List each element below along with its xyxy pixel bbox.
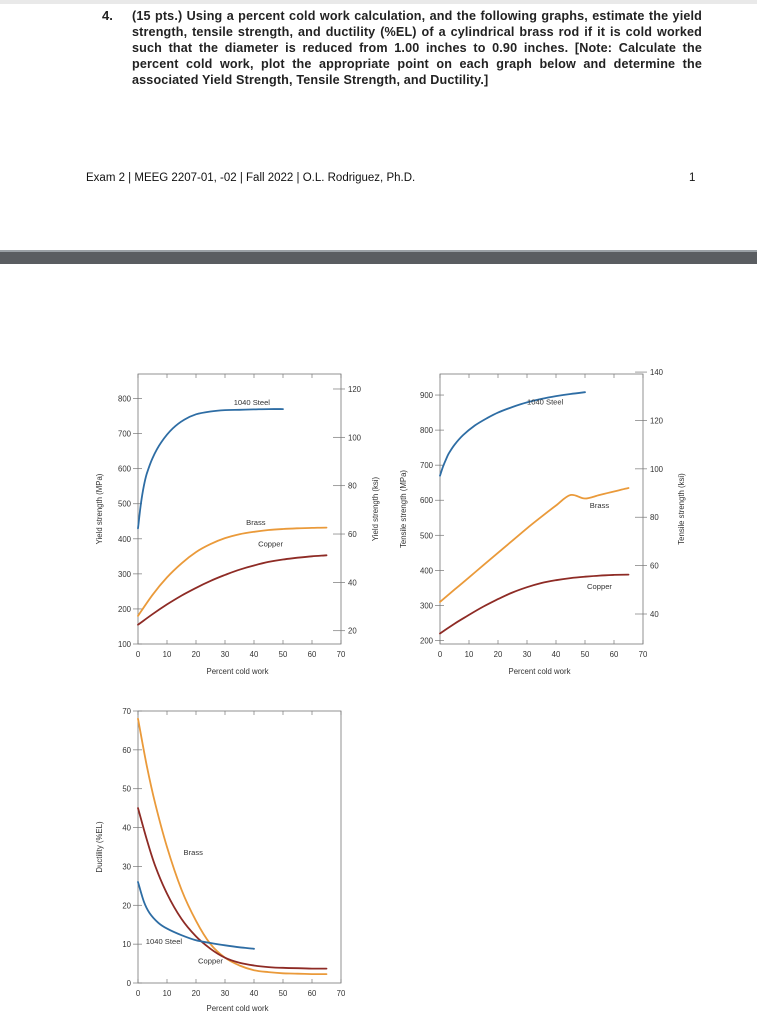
brass-curve (439, 487, 630, 603)
y-tick-label: 200 (118, 605, 132, 614)
y2-tick-label: 100 (650, 465, 664, 474)
x-tick-label: 60 (610, 650, 619, 659)
1040-steel-curve (137, 881, 255, 950)
x-tick-label: 70 (337, 650, 346, 659)
x-tick-label: 20 (192, 989, 201, 998)
y2-tick-label: 80 (348, 482, 357, 491)
y2-tick-label: 40 (348, 578, 357, 587)
y-tick-label: 60 (122, 746, 131, 755)
brass-curve (137, 717, 328, 975)
x-tick-label: 50 (279, 989, 288, 998)
y-axis-label: Tensile strength (MPa) (399, 470, 408, 548)
x-tick-label: 0 (438, 650, 443, 659)
x-tick-label: 50 (581, 650, 590, 659)
y2-tick-label: 120 (348, 385, 362, 394)
y-tick-label: 200 (420, 636, 434, 645)
page-number: 1 (689, 172, 696, 184)
plot-frame (137, 710, 342, 984)
x-tick-label: 30 (523, 650, 532, 659)
x-tick-label: 70 (337, 989, 346, 998)
page-divider-highlight (0, 250, 757, 252)
x-tick-label: 10 (163, 650, 172, 659)
y-tick-label: 20 (122, 901, 131, 910)
x-tick-label: 40 (250, 989, 259, 998)
plot-frame (439, 373, 644, 645)
x-tick-label: 40 (250, 650, 259, 659)
y-tick-label: 10 (122, 940, 131, 949)
y2-tick-label: 80 (650, 513, 659, 522)
ductility-chart: 0 10 20 30 40 50 60 70 0 10 20 30 40 50 60 70 Percent co… (95, 707, 346, 1013)
y-tick-label: 600 (118, 465, 132, 474)
x-tick-label: 50 (279, 650, 288, 659)
x-tick-label: 0 (136, 650, 141, 659)
1040-steel-curve (439, 391, 586, 477)
1040-steel-curve (137, 408, 284, 530)
y-tick-label: 700 (118, 430, 132, 439)
y-tick-label: 0 (127, 979, 132, 988)
x-axis-label: Percent cold work (509, 667, 571, 676)
brass-label: Brass (184, 848, 204, 857)
x-tick-label: 70 (639, 650, 648, 659)
1040-steel-label: 1040 Steel (234, 398, 271, 407)
1040-steel-label: 1040 Steel (146, 937, 183, 946)
copper-label: Copper (258, 539, 283, 548)
1040-steel-label: 1040 Steel (527, 398, 564, 407)
yield-strength-chart: 0 10 20 30 40 50 60 70 100 200 300 400 500 600 700 800 2… (95, 373, 380, 676)
x-tick-label: 20 (192, 650, 201, 659)
page-divider (0, 252, 757, 264)
question-number: 4. (102, 8, 113, 23)
y-axis-label: Ductility (%EL) (95, 821, 104, 873)
y-tick-label: 800 (118, 395, 132, 404)
y2-tick-label: 60 (348, 530, 357, 539)
x-tick-label: 30 (221, 650, 230, 659)
brass-label: Brass (590, 501, 610, 510)
y-tick-label: 600 (420, 496, 434, 505)
top-rule (0, 0, 757, 4)
y2-tick-label: 60 (650, 562, 659, 571)
y-tick-label: 900 (420, 391, 434, 400)
question-text: (15 pts.) Using a percent cold work calc… (132, 9, 702, 87)
exam-footer: Exam 2 | MEEG 2207-01, -02 | Fall 2022 |… (86, 172, 416, 184)
y-tick-label: 100 (118, 640, 132, 649)
y-tick-label: 50 (122, 785, 131, 794)
x-tick-label: 60 (308, 989, 317, 998)
x-tick-label: 30 (221, 989, 230, 998)
x-tick-label: 0 (136, 989, 141, 998)
y-tick-label: 400 (420, 566, 434, 575)
x-tick-label: 40 (552, 650, 561, 659)
y-tick-label: 70 (122, 707, 131, 716)
y-axis-label: Yield strength (MPa) (95, 473, 104, 544)
x-tick-label: 60 (308, 650, 317, 659)
y2-tick-label: 120 (650, 416, 664, 425)
x-tick-label: 20 (494, 650, 503, 659)
copper-curve (137, 807, 328, 970)
y-tick-label: 500 (118, 500, 132, 509)
x-tick-label: 10 (163, 989, 172, 998)
copper-curve (137, 554, 328, 626)
brass-label: Brass (246, 518, 266, 527)
y2-axis-label: Tensile strength (ksi) (677, 473, 686, 545)
plot-frame (137, 373, 342, 645)
x-tick-label: 10 (465, 650, 474, 659)
y-tick-label: 800 (420, 426, 434, 435)
y2-tick-label: 140 (650, 368, 664, 377)
copper-curve (439, 573, 630, 635)
brass-curve (137, 526, 328, 617)
y-tick-label: 300 (420, 601, 434, 610)
y2-tick-label: 20 (348, 627, 357, 636)
y2-tick-label: 40 (650, 610, 659, 619)
x-axis-label: Percent cold work (207, 1004, 269, 1013)
copper-label: Copper (587, 582, 612, 591)
copper-label: Copper (198, 957, 223, 966)
y-tick-label: 500 (420, 531, 434, 540)
y-tick-label: 400 (118, 535, 132, 544)
y2-tick-label: 100 (348, 433, 362, 442)
y-tick-label: 40 (122, 824, 131, 833)
y-tick-label: 30 (122, 862, 131, 871)
y-tick-label: 300 (118, 570, 132, 579)
x-axis-label: Percent cold work (207, 667, 269, 676)
y2-axis-label: Yield strength (ksi) (371, 476, 380, 541)
y-tick-label: 700 (420, 461, 434, 470)
tensile-strength-chart: 0 10 20 30 40 50 60 70 200 300 400 500 600 700 800 900 4… (399, 368, 686, 676)
